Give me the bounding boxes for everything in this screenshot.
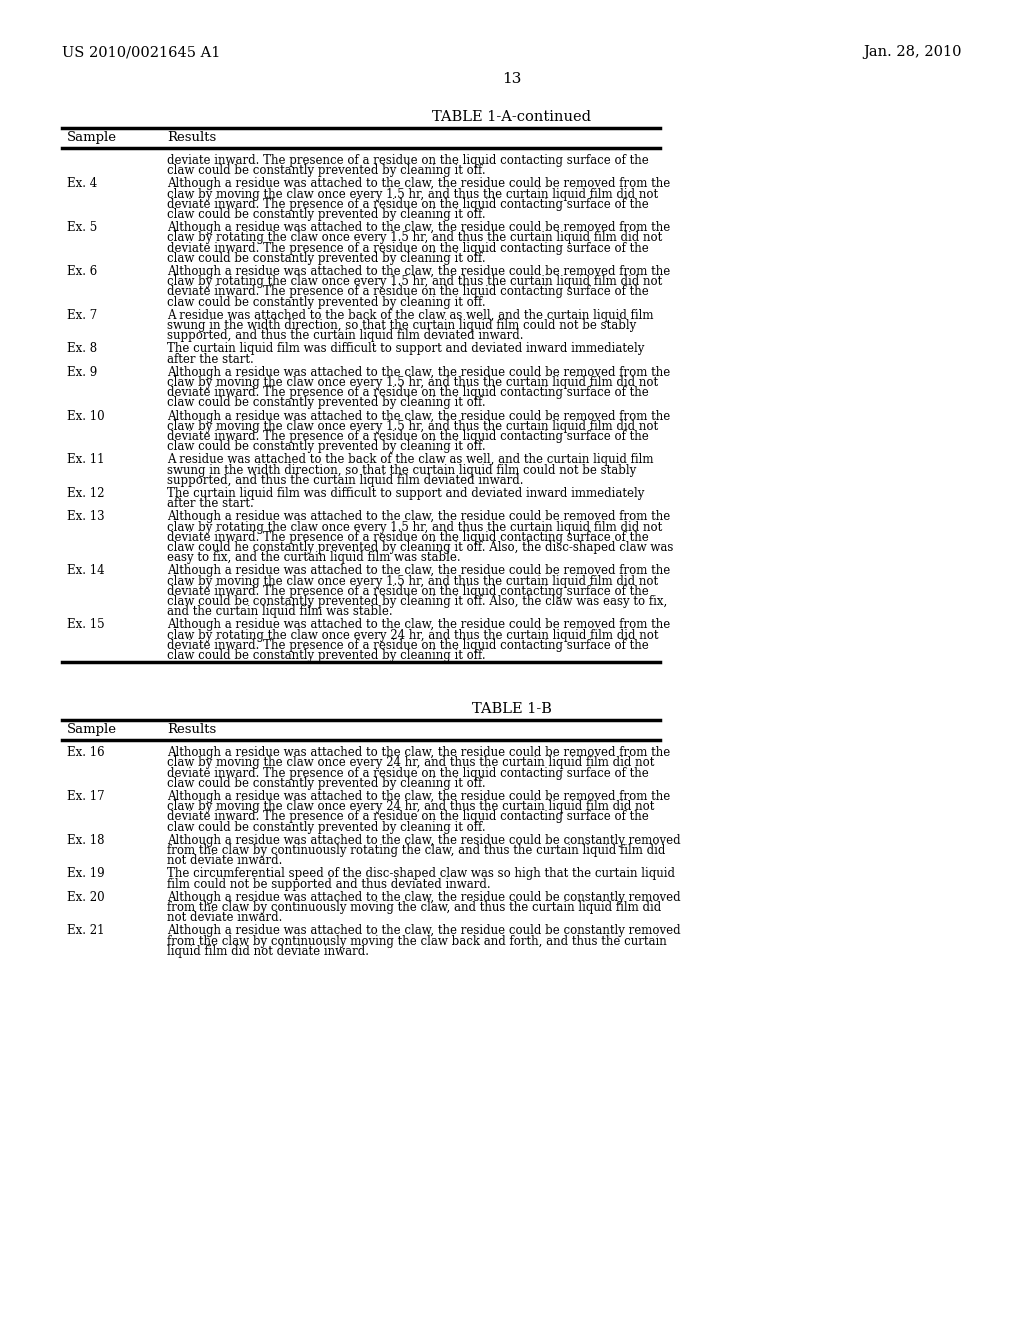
Text: TABLE 1-B: TABLE 1-B [472, 702, 552, 717]
Text: after the start.: after the start. [167, 352, 254, 366]
Text: claw could be constantly prevented by cleaning it off.: claw could be constantly prevented by cl… [167, 649, 485, 663]
Text: claw by rotating the claw once every 1.5 hr, and thus the curtain liquid film di: claw by rotating the claw once every 1.5… [167, 520, 663, 533]
Text: Although a residue was attached to the claw, the residue could be removed from t: Although a residue was attached to the c… [167, 177, 671, 190]
Text: from the claw by continuously rotating the claw, and thus the curtain liquid fil: from the claw by continuously rotating t… [167, 843, 666, 857]
Text: Ex. 19: Ex. 19 [67, 867, 104, 880]
Text: Although a residue was attached to the claw, the residue could be removed from t: Although a residue was attached to the c… [167, 565, 671, 577]
Text: deviate inward. The presence of a residue on the liquid contacting surface of th: deviate inward. The presence of a residu… [167, 242, 649, 255]
Text: from the claw by continuously moving the claw, and thus the curtain liquid film : from the claw by continuously moving the… [167, 902, 662, 913]
Text: deviate inward. The presence of a residue on the liquid contacting surface of th: deviate inward. The presence of a residu… [167, 285, 649, 298]
Text: claw could be constantly prevented by cleaning it off.: claw could be constantly prevented by cl… [167, 396, 485, 409]
Text: Results: Results [167, 131, 216, 144]
Text: The curtain liquid film was difficult to support and deviated inward immediately: The curtain liquid film was difficult to… [167, 342, 644, 355]
Text: liquid film did not deviate inward.: liquid film did not deviate inward. [167, 945, 369, 958]
Text: The curtain liquid film was difficult to support and deviated inward immediately: The curtain liquid film was difficult to… [167, 487, 644, 500]
Text: claw could be constantly prevented by cleaning it off. Also, the claw was easy t: claw could be constantly prevented by cl… [167, 595, 668, 609]
Text: Although a residue was attached to the claw, the residue could be removed from t: Although a residue was attached to the c… [167, 409, 671, 422]
Text: Although a residue was attached to the claw, the residue could be removed from t: Although a residue was attached to the c… [167, 265, 671, 279]
Text: Ex. 4: Ex. 4 [67, 177, 97, 190]
Text: Ex. 5: Ex. 5 [67, 222, 97, 234]
Text: claw by rotating the claw once every 24 hr, and thus the curtain liquid film did: claw by rotating the claw once every 24 … [167, 628, 658, 642]
Text: Sample: Sample [67, 723, 117, 737]
Text: 13: 13 [503, 73, 521, 86]
Text: easy to fix, and the curtain liquid film was stable.: easy to fix, and the curtain liquid film… [167, 552, 461, 564]
Text: claw by rotating the claw once every 1.5 hr, and thus the curtain liquid film di: claw by rotating the claw once every 1.5… [167, 275, 663, 288]
Text: claw could be constantly prevented by cleaning it off.: claw could be constantly prevented by cl… [167, 252, 485, 265]
Text: claw could be constantly prevented by cleaning it off.: claw could be constantly prevented by cl… [167, 821, 485, 834]
Text: deviate inward. The presence of a residue on the liquid contacting surface of th: deviate inward. The presence of a residu… [167, 154, 649, 168]
Text: supported, and thus the curtain liquid film deviated inward.: supported, and thus the curtain liquid f… [167, 474, 523, 487]
Text: not deviate inward.: not deviate inward. [167, 854, 283, 867]
Text: and the curtain liquid film was stable.: and the curtain liquid film was stable. [167, 605, 392, 618]
Text: claw could be constantly prevented by cleaning it off.: claw could be constantly prevented by cl… [167, 440, 485, 453]
Text: claw could be constantly prevented by cleaning it off.: claw could be constantly prevented by cl… [167, 209, 485, 220]
Text: film could not be supported and thus deviated inward.: film could not be supported and thus dev… [167, 878, 490, 891]
Text: Ex. 11: Ex. 11 [67, 453, 104, 466]
Text: claw by moving the claw once every 24 hr, and thus the curtain liquid film did n: claw by moving the claw once every 24 hr… [167, 756, 654, 770]
Text: claw could be constantly prevented by cleaning it off.: claw could be constantly prevented by cl… [167, 776, 485, 789]
Text: after the start.: after the start. [167, 498, 254, 511]
Text: US 2010/0021645 A1: US 2010/0021645 A1 [62, 45, 220, 59]
Text: claw by moving the claw once every 1.5 hr, and thus the curtain liquid film did : claw by moving the claw once every 1.5 h… [167, 574, 658, 587]
Text: Ex. 10: Ex. 10 [67, 409, 104, 422]
Text: Although a residue was attached to the claw, the residue could be removed from t: Although a residue was attached to the c… [167, 789, 671, 803]
Text: claw by moving the claw once every 24 hr, and thus the curtain liquid film did n: claw by moving the claw once every 24 hr… [167, 800, 654, 813]
Text: Ex. 18: Ex. 18 [67, 834, 104, 847]
Text: Ex. 8: Ex. 8 [67, 342, 97, 355]
Text: The circumferential speed of the disc-shaped claw was so high that the curtain l: The circumferential speed of the disc-sh… [167, 867, 675, 880]
Text: deviate inward. The presence of a residue on the liquid contacting surface of th: deviate inward. The presence of a residu… [167, 531, 649, 544]
Text: claw by moving the claw once every 1.5 hr, and thus the curtain liquid film did : claw by moving the claw once every 1.5 h… [167, 187, 658, 201]
Text: not deviate inward.: not deviate inward. [167, 911, 283, 924]
Text: Ex. 14: Ex. 14 [67, 565, 104, 577]
Text: Although a residue was attached to the claw, the residue could be constantly rem: Although a residue was attached to the c… [167, 834, 681, 847]
Text: Ex. 9: Ex. 9 [67, 366, 97, 379]
Text: Jan. 28, 2010: Jan. 28, 2010 [863, 45, 962, 59]
Text: claw could be constantly prevented by cleaning it off.: claw could be constantly prevented by cl… [167, 296, 485, 309]
Text: Ex. 15: Ex. 15 [67, 618, 104, 631]
Text: Although a residue was attached to the claw, the residue could be removed from t: Although a residue was attached to the c… [167, 618, 671, 631]
Text: deviate inward. The presence of a residue on the liquid contacting surface of th: deviate inward. The presence of a residu… [167, 198, 649, 211]
Text: Although a residue was attached to the claw, the residue could be constantly rem: Although a residue was attached to the c… [167, 891, 681, 904]
Text: deviate inward. The presence of a residue on the liquid contacting surface of th: deviate inward. The presence of a residu… [167, 639, 649, 652]
Text: Ex. 20: Ex. 20 [67, 891, 104, 904]
Text: Although a residue was attached to the claw, the residue could be removed from t: Although a residue was attached to the c… [167, 222, 671, 234]
Text: swung in the width direction, so that the curtain liquid film could not be stabl: swung in the width direction, so that th… [167, 463, 636, 477]
Text: claw by rotating the claw once every 1.5 hr, and thus the curtain liquid film di: claw by rotating the claw once every 1.5… [167, 231, 663, 244]
Text: Sample: Sample [67, 131, 117, 144]
Text: Ex. 12: Ex. 12 [67, 487, 104, 500]
Text: deviate inward. The presence of a residue on the liquid contacting surface of th: deviate inward. The presence of a residu… [167, 430, 649, 444]
Text: Results: Results [167, 723, 216, 737]
Text: TABLE 1-A-continued: TABLE 1-A-continued [432, 110, 592, 124]
Text: Although a residue was attached to the claw, the residue could be removed from t: Although a residue was attached to the c… [167, 366, 671, 379]
Text: claw could he constantly prevented by cleaning it off. Also, the disc-shaped cla: claw could he constantly prevented by cl… [167, 541, 674, 554]
Text: claw by moving the claw once every 1.5 hr, and thus the curtain liquid film did : claw by moving the claw once every 1.5 h… [167, 420, 658, 433]
Text: Although a residue was attached to the claw, the residue could be removed from t: Although a residue was attached to the c… [167, 746, 671, 759]
Text: claw by moving the claw once every 1.5 hr, and thus the curtain liquid film did : claw by moving the claw once every 1.5 h… [167, 376, 658, 389]
Text: A residue was attached to the back of the claw as well, and the curtain liquid f: A residue was attached to the back of th… [167, 453, 653, 466]
Text: A residue was attached to the back of the claw as well, and the curtain liquid f: A residue was attached to the back of th… [167, 309, 653, 322]
Text: Although a residue was attached to the claw, the residue could be constantly rem: Although a residue was attached to the c… [167, 924, 681, 937]
Text: deviate inward. The presence of a residue on the liquid contacting surface of th: deviate inward. The presence of a residu… [167, 585, 649, 598]
Text: Ex. 13: Ex. 13 [67, 511, 104, 524]
Text: Ex. 6: Ex. 6 [67, 265, 97, 279]
Text: supported, and thus the curtain liquid film deviated inward.: supported, and thus the curtain liquid f… [167, 329, 523, 342]
Text: Ex. 17: Ex. 17 [67, 789, 104, 803]
Text: Ex. 16: Ex. 16 [67, 746, 104, 759]
Text: Ex. 7: Ex. 7 [67, 309, 97, 322]
Text: deviate inward. The presence of a residue on the liquid contacting surface of th: deviate inward. The presence of a residu… [167, 810, 649, 824]
Text: claw could be constantly prevented by cleaning it off.: claw could be constantly prevented by cl… [167, 164, 485, 177]
Text: Ex. 21: Ex. 21 [67, 924, 104, 937]
Text: Although a residue was attached to the claw, the residue could be removed from t: Although a residue was attached to the c… [167, 511, 671, 524]
Text: deviate inward. The presence of a residue on the liquid contacting surface of th: deviate inward. The presence of a residu… [167, 387, 649, 399]
Text: swung in the width direction, so that the curtain liquid film could not be stabl: swung in the width direction, so that th… [167, 319, 636, 333]
Text: from the claw by continuously moving the claw back and forth, and thus the curta: from the claw by continuously moving the… [167, 935, 667, 948]
Text: deviate inward. The presence of a residue on the liquid contacting surface of th: deviate inward. The presence of a residu… [167, 767, 649, 780]
